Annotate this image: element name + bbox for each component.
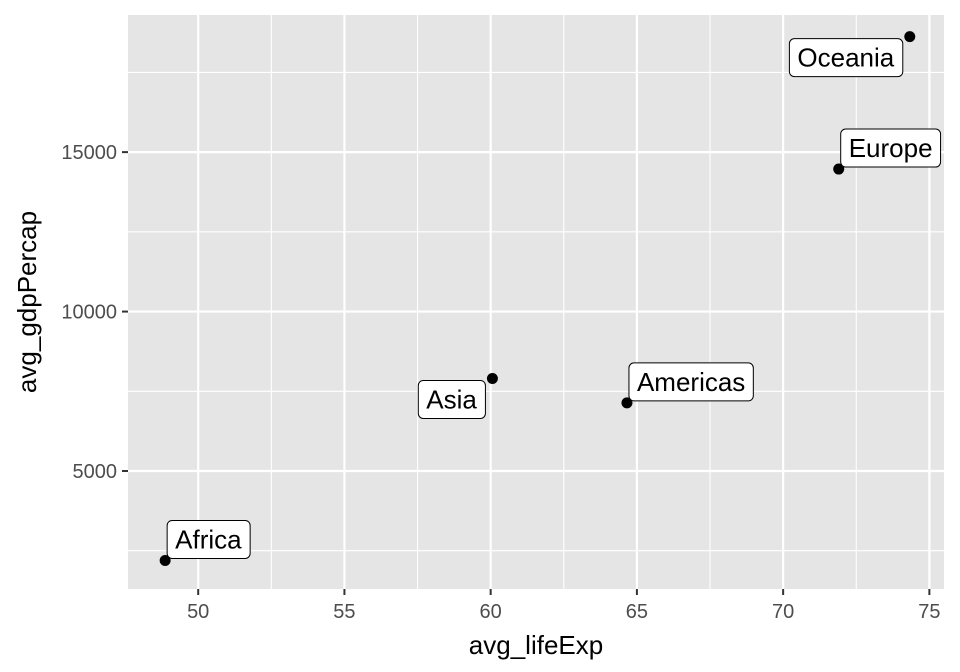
data-point	[621, 397, 633, 409]
x-tick-label: 75	[918, 601, 940, 623]
point-label-text: Americas	[637, 367, 745, 397]
data-points	[159, 31, 916, 566]
plot-panel	[128, 15, 944, 589]
point-label: Africa	[166, 519, 251, 559]
point-label-box	[788, 38, 904, 78]
point-labels: Africa Asia Americas Europe Oceania	[166, 38, 942, 559]
y-tick-label: 10000	[61, 302, 117, 324]
point-label-box	[417, 379, 486, 419]
point-label-box	[166, 519, 251, 559]
data-point	[833, 163, 845, 175]
point-label-text: Africa	[175, 524, 242, 554]
y-tick-label: 15000	[61, 142, 117, 164]
x-tick-label: 70	[772, 601, 794, 623]
point-label: Asia	[417, 379, 486, 419]
x-axis-title: avg_lifeExp	[469, 630, 603, 660]
data-point	[159, 554, 171, 566]
point-label-text: Oceania	[797, 43, 894, 73]
y-axis-title: avg_gdpPercap	[12, 211, 42, 393]
x-tick-label: 65	[626, 601, 648, 623]
point-label: Oceania	[788, 38, 904, 78]
data-point	[486, 372, 498, 384]
x-tick-label: 55	[333, 601, 355, 623]
x-tick-label: 50	[187, 601, 209, 623]
x-axis: 50 55 60 65 70 75	[187, 589, 941, 623]
point-label-box	[840, 128, 942, 168]
point-label: Europe	[840, 128, 942, 168]
point-label-box	[628, 362, 754, 402]
grid-major	[128, 15, 944, 589]
point-label: Americas	[628, 362, 754, 402]
point-label-text: Europe	[849, 133, 933, 163]
point-label-text: Asia	[426, 384, 477, 414]
x-tick-label: 60	[480, 601, 502, 623]
y-tick-label: 5000	[73, 461, 118, 483]
y-axis: 5000 10000 15000	[61, 142, 128, 483]
data-point	[904, 31, 916, 43]
